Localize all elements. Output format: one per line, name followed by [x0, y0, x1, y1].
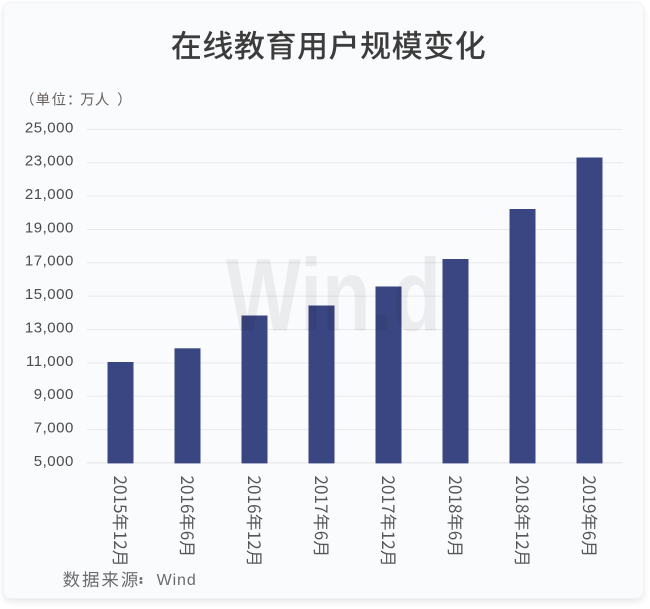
svg-text:19,000: 19,000 — [25, 219, 74, 236]
svg-text:9,000: 9,000 — [34, 386, 74, 403]
svg-text:17,000: 17,000 — [25, 253, 74, 270]
svg-text:Win.d: Win.d — [226, 239, 441, 353]
svg-text:5,000: 5,000 — [34, 453, 74, 470]
svg-text:15,000: 15,000 — [25, 286, 74, 303]
svg-text:11,000: 11,000 — [26, 353, 74, 370]
svg-text:23,000: 23,000 — [25, 153, 74, 170]
svg-text:21,000: 21,000 — [25, 186, 74, 203]
svg-text:7,000: 7,000 — [34, 420, 74, 437]
svg-text:Wind: Wind — [157, 572, 197, 589]
svg-text:13,000: 13,000 — [25, 319, 74, 336]
svg-text:25,000: 25,000 — [25, 119, 74, 136]
